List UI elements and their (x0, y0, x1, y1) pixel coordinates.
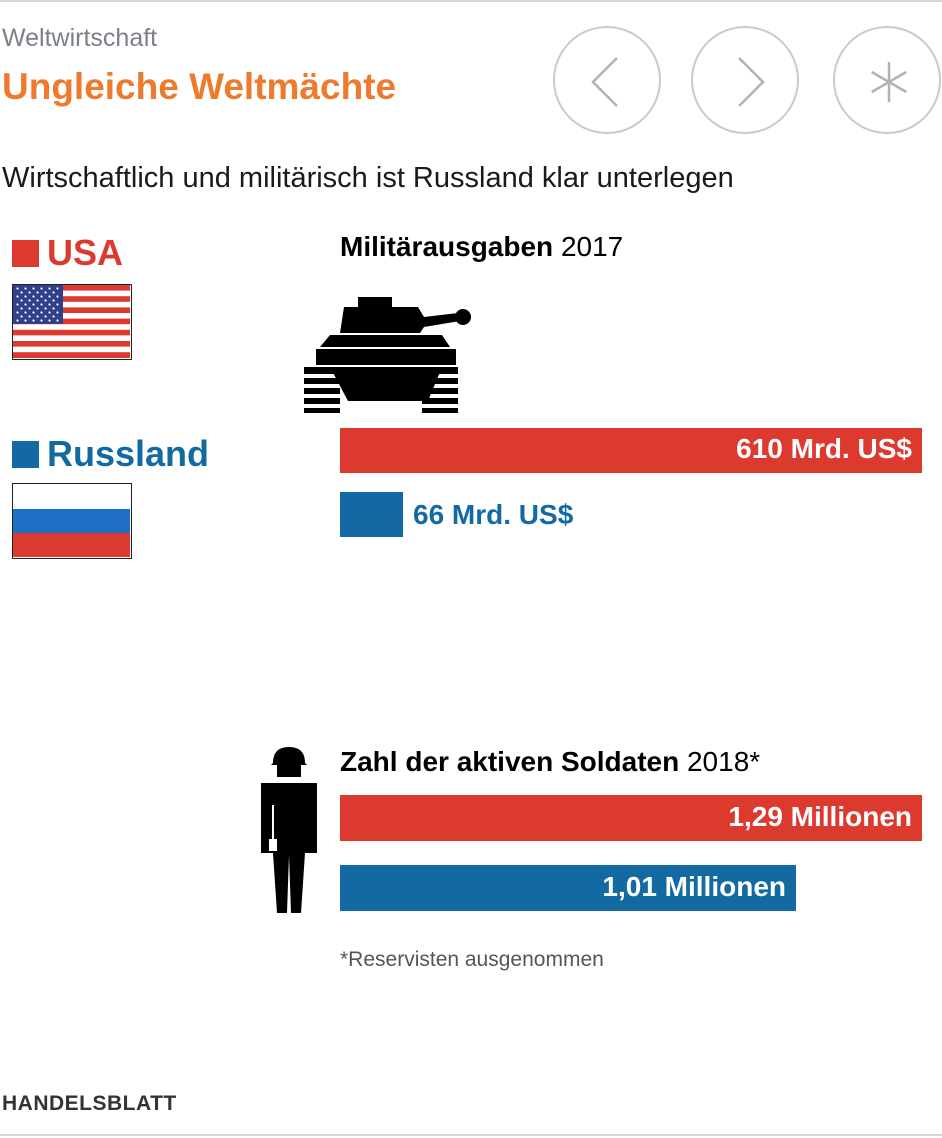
brand-logo: HANDELSBLATT (2, 1092, 177, 1115)
chart2-label-usa: 1,29 Millionen (728, 801, 912, 832)
subtitle: Wirtschaftlich und militärisch ist Russl… (2, 162, 734, 194)
chart2-title-year: 2018* (679, 746, 761, 777)
next-button[interactable] (691, 26, 799, 134)
usa-swatch (12, 239, 39, 267)
footnote: *Reservisten ausgenommen (340, 948, 604, 971)
chevron-right-icon (738, 57, 765, 107)
chart2-label-russia: 1,01 Millionen (602, 871, 786, 902)
asterisk-icon (871, 62, 907, 102)
soldier-icon (261, 747, 317, 913)
chart2-bar-usa (340, 795, 922, 841)
page-title: Ungleiche Weltmächte (2, 66, 397, 107)
bottom-rule (0, 1134, 942, 1136)
chart2-title: Zahl der aktiven Soldaten 2018* (340, 746, 760, 778)
legend-usa-label: USA (47, 232, 124, 273)
asterisk-button[interactable] (833, 26, 941, 134)
chart2-bar-russia (340, 865, 796, 911)
chart1-label-usa: 610 Mrd. US$ (736, 433, 912, 464)
russia-swatch (12, 440, 39, 468)
chart1-label-russia: 66 Mrd. US$ (413, 499, 574, 530)
chart2-title-bold: Zahl der aktiven Soldaten (340, 746, 680, 777)
legend-russia: Russland (12, 433, 209, 475)
chart1-title-bold: Militärausgaben (340, 231, 554, 262)
section-label: Weltwirtschaft (2, 24, 158, 52)
chart1-bar-usa (340, 428, 922, 473)
tank-icon (304, 297, 471, 413)
usa-flag-icon (12, 284, 132, 360)
prev-button[interactable] (553, 26, 661, 134)
chart1-bar-russia (340, 492, 403, 537)
top-rule (0, 0, 942, 2)
chevron-left-icon (591, 57, 618, 107)
russia-flag-icon (12, 483, 132, 559)
legend-usa: USA (12, 232, 123, 274)
chart1-title-year: 2017 (553, 231, 624, 262)
chart1-title: Militärausgaben 2017 (340, 231, 623, 263)
legend-russia-label: Russland (47, 433, 210, 474)
